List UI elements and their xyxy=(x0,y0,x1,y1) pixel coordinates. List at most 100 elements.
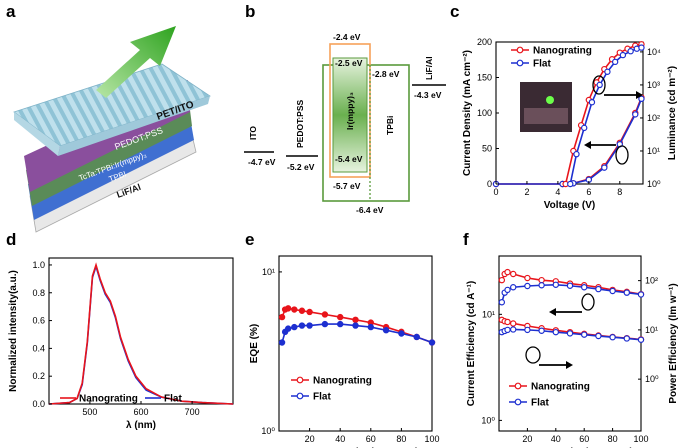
f-ce-flat-point xyxy=(623,289,631,296)
e-flat-point xyxy=(352,322,359,329)
d-y-tick-label: 0.6 xyxy=(32,316,45,326)
e-y-tick-label: 10⁰ xyxy=(261,426,275,436)
c-x-tick-label: 2 xyxy=(524,187,529,197)
c-y-tick-label: 10¹ xyxy=(647,146,660,156)
tcta-homo-energy: -5.7 eV xyxy=(333,181,361,191)
f-x-tick-label: 40 xyxy=(551,434,561,444)
e-flat-point xyxy=(337,320,344,328)
e-nanograting-point xyxy=(284,305,292,312)
c-arrow-left-head xyxy=(584,141,591,149)
d-y-axis-label: Normalized intensity(a.u.) xyxy=(8,270,19,392)
c-l-flat-point xyxy=(638,44,645,51)
c-y-tick-label: 10⁰ xyxy=(647,179,661,189)
c-x-tick-label: 6 xyxy=(586,187,591,197)
c-j-flat-point xyxy=(638,95,645,103)
chart-el-spectrum: 500 600 700 0.0 0.2 0.4 0.6 0.8 1.0 λ (nm) Normali… xyxy=(8,257,234,431)
emission-arrow-icon xyxy=(96,26,176,98)
e-nanograting-point xyxy=(298,307,306,314)
f-y-tick-label: 10¹ xyxy=(482,309,495,319)
e-flat-point xyxy=(382,327,390,334)
c-ellipse-luminance xyxy=(592,75,606,95)
f-arrow-right-head xyxy=(566,361,573,369)
c-l-flat-point xyxy=(573,150,580,158)
f-y-tick-label: 10⁰ xyxy=(481,415,495,425)
e-x-tick-label: 100 xyxy=(424,434,439,444)
e-plot-frame xyxy=(278,255,433,432)
f-ce-flat-point xyxy=(552,281,560,288)
layer-pet-ito-front xyxy=(14,112,60,156)
emitter-homo-energy: -5.4 eV xyxy=(335,154,363,164)
c-ellipse-current xyxy=(615,145,629,165)
panel-label-b: b xyxy=(245,2,256,21)
c-l-flat-point xyxy=(611,58,619,66)
f-arrow-left-head xyxy=(549,308,556,316)
e-flat-point xyxy=(298,322,306,329)
c-l-flat-point xyxy=(604,68,611,75)
e-nanograting-point xyxy=(291,306,298,313)
e-x-tick-label: 60 xyxy=(366,434,376,444)
c-l-flat-point xyxy=(581,124,588,132)
c-y-tick-label: 100 xyxy=(477,108,492,118)
e-y-axis-label: EQE (%) xyxy=(249,324,260,363)
f-pe-nanograting-point xyxy=(504,318,511,326)
d-nanograting-line xyxy=(48,262,234,405)
f-pe-flat-point xyxy=(623,335,631,342)
f-ellipse-ce xyxy=(581,293,595,311)
f-ce-nanograting-point xyxy=(504,268,511,276)
c-arrow-right-head xyxy=(636,91,643,99)
d-x-tick-label: 500 xyxy=(82,407,97,417)
f-ce-flat-point xyxy=(538,282,545,289)
f-pe-flat-point xyxy=(566,330,574,337)
tcta-lumo-energy: -2.4 eV xyxy=(333,32,361,42)
f-y-tick-label: 10² xyxy=(645,276,658,286)
tpbi-label: TPBi xyxy=(385,116,395,135)
tpbi-lumo-energy: -2.8 eV xyxy=(372,69,400,79)
ito-label: ITO xyxy=(248,126,258,140)
device-stack-illustration: PET/ITO PEDOT:PSS TcTa:TPBi:Ir(mppy)₃ TP… xyxy=(13,26,211,233)
e-flat-point xyxy=(306,322,313,329)
e-legend-marker xyxy=(296,392,304,400)
d-y-tick-label: 0.0 xyxy=(32,399,45,409)
c-y-tick-label: 10² xyxy=(647,113,660,123)
e-nanograting-point xyxy=(337,313,344,321)
emitter-label: Ir(mppy)₃ xyxy=(345,92,355,130)
f-ce-flat-point xyxy=(566,282,574,289)
f-y-axis-label: Current Efficiency (cd A⁻¹) xyxy=(466,281,477,406)
c-y-tick-label: 150 xyxy=(477,73,492,83)
c-l-flat-point xyxy=(596,81,603,89)
e-legend-label: Flat xyxy=(313,392,331,403)
pedot-energy: -5.2 eV xyxy=(287,162,315,172)
e-y-tick-label: 10¹ xyxy=(262,267,275,277)
c-y-axis-label: Current Density (mA cm⁻²) xyxy=(462,50,473,176)
e-x-tick-label: 40 xyxy=(335,434,345,444)
c-inset-emission xyxy=(546,96,554,104)
f-legend-label: Nanograting xyxy=(531,382,590,393)
e-flat-point xyxy=(413,333,420,341)
f-ce-flat-point xyxy=(510,284,517,291)
e-flat-point xyxy=(367,323,374,331)
d-y-tick-label: 1.0 xyxy=(32,260,45,270)
f-pe-flat-point xyxy=(595,332,602,340)
lifal-label: LiF/Al xyxy=(424,56,434,80)
panel-label-a: a xyxy=(6,2,16,21)
f-ce-nanograting-point xyxy=(498,276,506,284)
c-y-tick-label: 10³ xyxy=(647,80,660,90)
panel-label-e: e xyxy=(245,230,255,249)
e-flat-point xyxy=(278,339,286,346)
e-x-tick-label: 80 xyxy=(396,434,406,444)
c-y2-axis-label: Luminance (cd m⁻²) xyxy=(667,66,678,160)
f-ce-flat-point xyxy=(524,282,531,290)
c-inset-device xyxy=(524,108,568,124)
c-y-tick-label: 10⁴ xyxy=(647,47,661,57)
f-pe-flat-point xyxy=(609,334,616,341)
f-ce-nanograting-point xyxy=(510,270,517,278)
layer-pet-ito-side xyxy=(58,96,210,156)
f-ce-flat-point xyxy=(581,284,588,291)
f-ce-flat-point xyxy=(498,299,506,306)
e-flat-point xyxy=(428,339,436,346)
c-inset-photo xyxy=(520,82,572,132)
f-ce-nanograting-point xyxy=(538,276,545,284)
f-pe-flat-point xyxy=(510,326,517,333)
c-legend-marker xyxy=(516,46,524,54)
